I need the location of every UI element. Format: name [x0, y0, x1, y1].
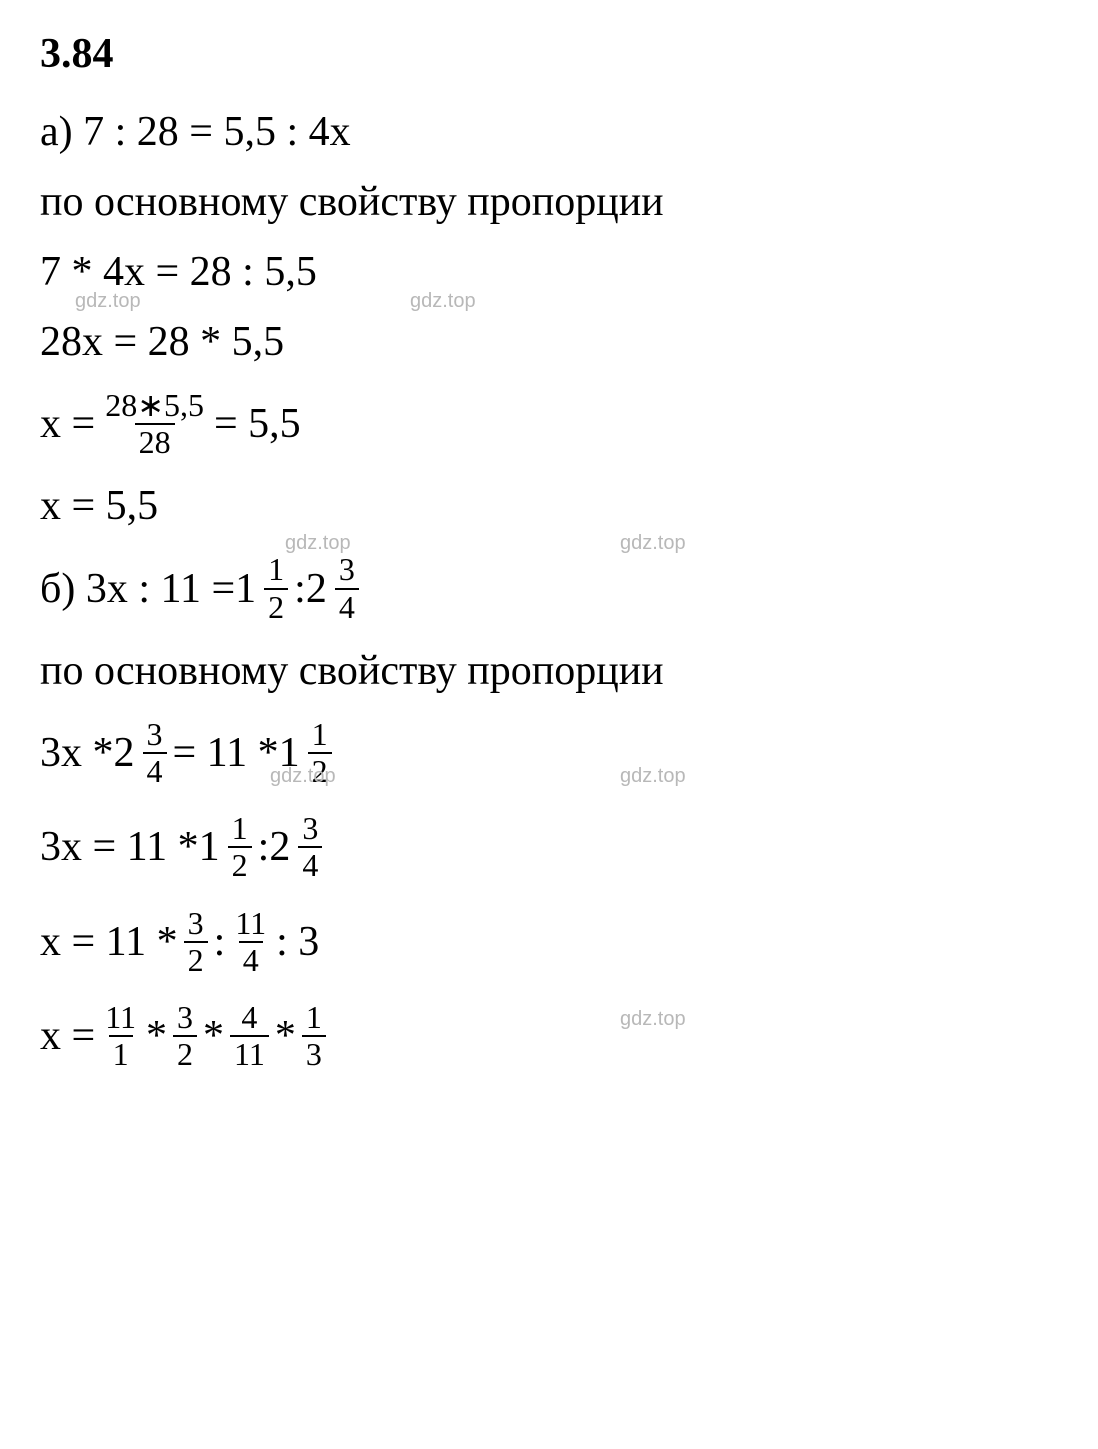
denominator: 4	[143, 752, 167, 789]
b-step2-prefix: 3х = 11 *	[40, 823, 199, 871]
numerator: 1	[302, 1000, 326, 1035]
b-step3-prefix: х = 11 *	[40, 918, 178, 966]
numerator: 11	[101, 1000, 140, 1035]
denominator: 4	[335, 588, 359, 625]
whole-part: 2	[306, 565, 327, 613]
numerator: 4	[237, 1000, 261, 1035]
fraction: 1 2	[228, 811, 252, 883]
denominator: 3	[302, 1035, 326, 1072]
mixed-fraction: 1 1 2	[235, 552, 294, 624]
fraction: 3 2	[184, 906, 208, 978]
denominator: 28	[135, 423, 175, 460]
numerator: 1	[228, 811, 252, 846]
denominator: 2	[184, 941, 208, 978]
whole-part: 2	[114, 729, 135, 777]
b-step1-prefix: 3х *	[40, 729, 114, 777]
fraction: 28∗5,5 28	[101, 388, 208, 460]
star: *	[275, 1012, 296, 1060]
a-step3-suffix: = 5,5	[214, 400, 301, 448]
mixed-fraction: 2 3 4	[269, 811, 328, 883]
b-step-3: х = 11 * 3 2 : 11 4 : 3	[40, 906, 1058, 978]
denominator: 2	[308, 752, 332, 789]
whole-part: 2	[269, 823, 290, 871]
fraction: 1 2	[308, 717, 332, 789]
fraction: 11 1	[101, 1000, 140, 1072]
part-b-equation: б) 3х : 11 = 1 1 2 : 2 3 4	[40, 552, 1058, 624]
mixed-fraction: 2 3 4	[306, 552, 365, 624]
denominator: 2	[173, 1035, 197, 1072]
b-prefix: б) 3х : 11 =	[40, 565, 235, 613]
a-step-1: 7 * 4х = 28 : 5,5	[40, 248, 1058, 296]
b-step1-mid: = 11 *	[173, 729, 279, 777]
numerator: 3	[184, 906, 208, 941]
denominator: 2	[228, 846, 252, 883]
denominator: 11	[230, 1035, 269, 1072]
colon: :	[258, 823, 270, 871]
numerator: 3	[143, 717, 167, 752]
denominator: 4	[298, 846, 322, 883]
colon: :	[214, 918, 226, 966]
whole-part: 1	[235, 565, 256, 613]
numerator: 3	[173, 1000, 197, 1035]
fraction: 3 4	[335, 552, 359, 624]
fraction: 1 2	[264, 552, 288, 624]
star: *	[203, 1012, 224, 1060]
denominator: 4	[239, 941, 263, 978]
b-step-1: 3х * 2 3 4 = 11 * 1 1 2	[40, 717, 1058, 789]
mixed-fraction: 2 3 4	[114, 717, 173, 789]
numerator: 28∗5,5	[101, 388, 208, 423]
numerator: 1	[264, 552, 288, 587]
problem-number: 3.84	[40, 30, 1058, 78]
b-step3-suffix: : 3	[276, 918, 319, 966]
numerator: 1	[308, 717, 332, 752]
fraction: 1 3	[302, 1000, 326, 1072]
denominator: 2	[264, 588, 288, 625]
star: *	[146, 1012, 167, 1060]
b-step-2: 3х = 11 * 1 1 2 : 2 3 4	[40, 811, 1058, 883]
part-a-equation: а) 7 : 28 = 5,5 : 4х	[40, 108, 1058, 156]
whole-part: 1	[279, 729, 300, 777]
b-step-4: х = 11 1 * 3 2 * 4 11 * 1 3	[40, 1000, 1058, 1072]
fraction: 11 4	[231, 906, 270, 978]
numerator: 3	[298, 811, 322, 846]
numerator: 11	[231, 906, 270, 941]
property-description: по основному свойству пропорции	[40, 178, 1058, 226]
colon: :	[294, 565, 306, 613]
denominator: 1	[109, 1035, 133, 1072]
fraction: 4 11	[230, 1000, 269, 1072]
a-step3-prefix: х =	[40, 400, 95, 448]
a-result: х = 5,5	[40, 482, 1058, 530]
fraction: 3 2	[173, 1000, 197, 1072]
fraction: 3 4	[143, 717, 167, 789]
mixed-fraction: 1 1 2	[279, 717, 338, 789]
fraction: 3 4	[298, 811, 322, 883]
a-step-3: х = 28∗5,5 28 = 5,5	[40, 388, 1058, 460]
b-step4-prefix: х =	[40, 1012, 95, 1060]
whole-part: 1	[199, 823, 220, 871]
numerator: 3	[335, 552, 359, 587]
a-step-2: 28х = 28 * 5,5	[40, 318, 1058, 366]
property-description-2: по основному свойству пропорции	[40, 647, 1058, 695]
mixed-fraction: 1 1 2	[199, 811, 258, 883]
